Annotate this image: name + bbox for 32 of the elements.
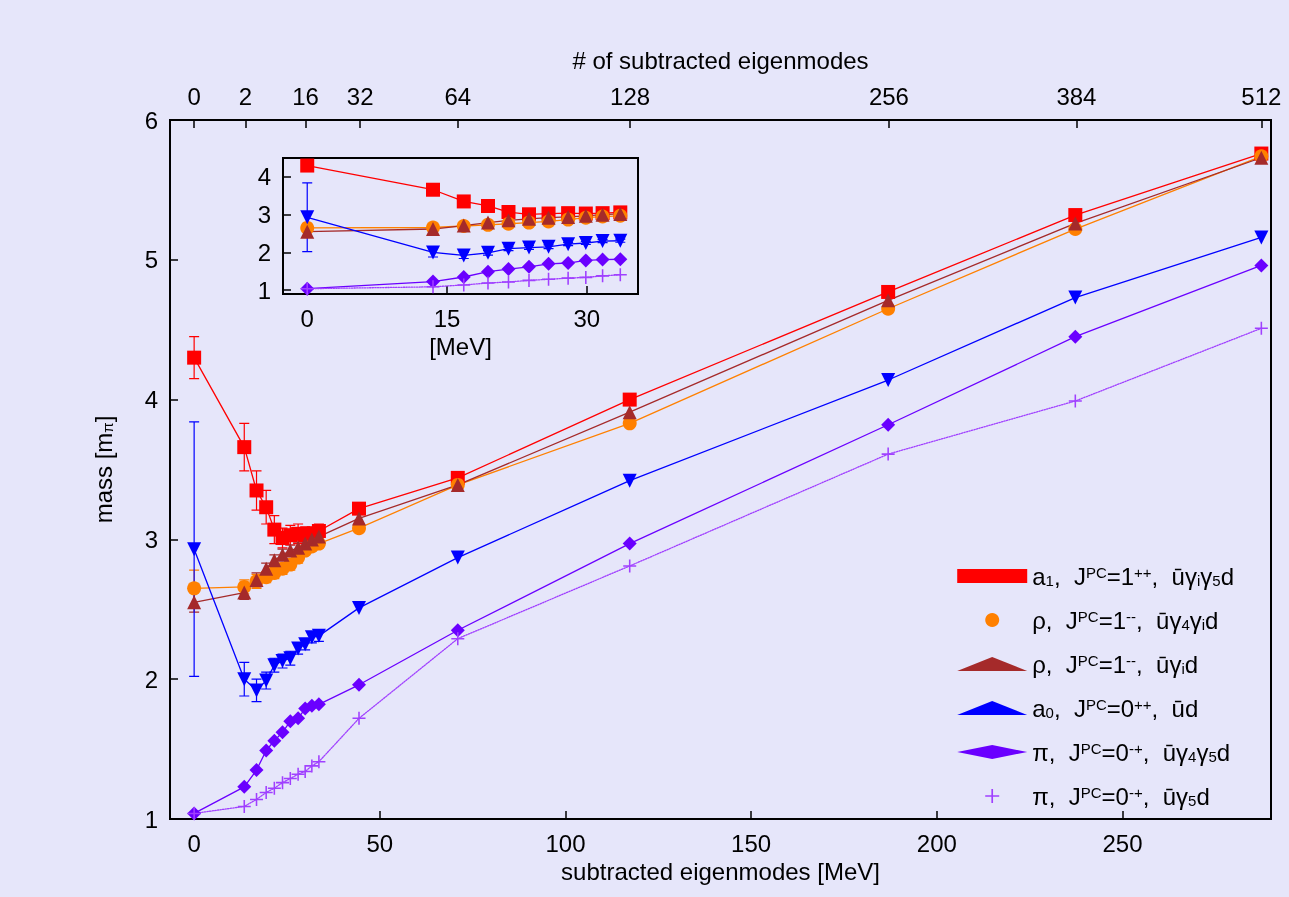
- annotation: 256: [868, 82, 909, 110]
- x-tick-label: 30: [573, 304, 601, 332]
- y-tick-label: 1: [144, 805, 158, 833]
- x-tick-label: 50: [366, 829, 394, 857]
- x-tick-label: 250: [1102, 829, 1143, 857]
- y-tick-label: 3: [257, 201, 271, 229]
- annotation: 0: [187, 82, 201, 110]
- annotation: 512: [1241, 82, 1282, 110]
- y-tick-label: 3: [144, 525, 158, 553]
- y-tick-label: 6: [144, 106, 158, 134]
- y-tick-label: 2: [144, 665, 158, 693]
- y-tick-label: 1: [257, 276, 271, 304]
- y-axis-title: mass [mπ]: [89, 415, 117, 524]
- annotation: 64: [444, 82, 472, 110]
- annotation: 16: [292, 82, 319, 110]
- x-tick-label: 150: [731, 829, 772, 857]
- annotation: 2: [238, 82, 253, 110]
- y-tick-label: 2: [257, 238, 271, 266]
- x-axis-title: subtracted eigenmodes [MeV]: [561, 858, 880, 886]
- annotation: 128: [610, 82, 651, 110]
- x-tick-label: 100: [545, 829, 586, 857]
- x-tick-label: 0: [187, 829, 201, 857]
- annotation: 384: [1056, 82, 1097, 110]
- x-tick-label: 200: [916, 829, 957, 857]
- x-axis-title: [MeV]: [429, 333, 492, 361]
- x2-axis-title: # of subtracted eigenmodes: [572, 46, 869, 74]
- y-tick-label: 4: [257, 163, 271, 191]
- annotation: 32: [346, 82, 374, 110]
- x-tick-label: 15: [433, 304, 461, 332]
- y-tick-label: 4: [144, 386, 158, 414]
- x-tick-label: 0: [300, 304, 314, 332]
- y-tick-label: 5: [144, 246, 158, 274]
